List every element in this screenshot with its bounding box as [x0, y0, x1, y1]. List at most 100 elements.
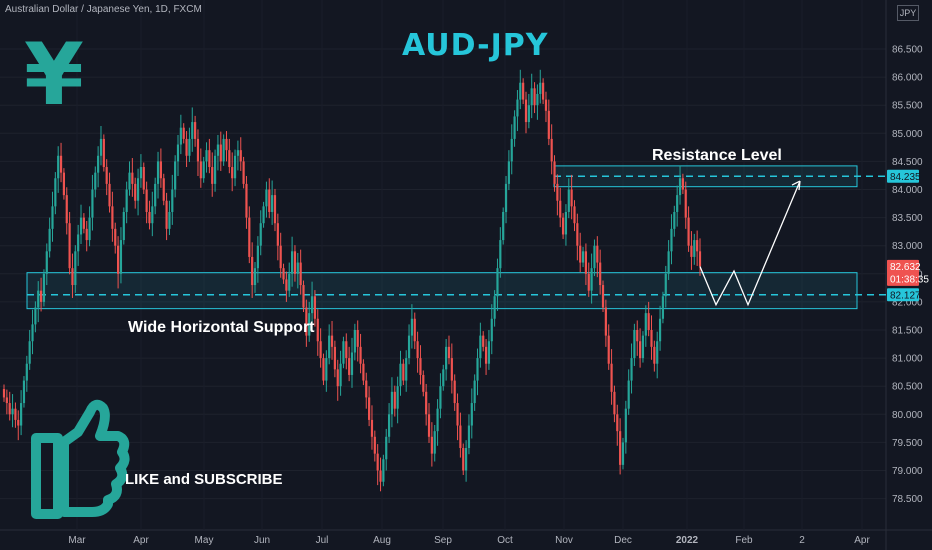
candle-body [396, 386, 399, 409]
y-tick-label: 86.500 [892, 45, 923, 56]
candle-body [564, 211, 568, 235]
time-axis[interactable]: Mar Apr May Jun Jul Aug Sep Oct Nov Dec 2022 Feb 2 Ap… [68, 535, 870, 546]
candle-body [154, 183, 157, 207]
candle-body [524, 99, 528, 123]
resistance-badge: 84.235 [890, 172, 921, 183]
candle-body [399, 363, 402, 387]
candle-body [191, 122, 194, 139]
x-tick-label: Jul [316, 535, 329, 546]
candle-body [279, 245, 282, 269]
currency-badge[interactable]: JPY [897, 5, 919, 21]
candle-body [62, 172, 66, 196]
candle-body [228, 150, 231, 168]
candle-body [433, 431, 436, 454]
candle-body [253, 268, 257, 286]
candle-body [593, 245, 596, 269]
candle-body [373, 436, 376, 454]
candle-body [470, 403, 473, 426]
candle-body [667, 251, 670, 274]
candle-body [242, 161, 245, 184]
candle-body [684, 189, 687, 218]
candle-body [179, 127, 182, 145]
candle-body [504, 183, 508, 212]
candle-body [2, 389, 6, 398]
candle-body [299, 262, 302, 286]
candle-body [225, 138, 228, 151]
candle-body [385, 436, 388, 460]
candle-body [610, 363, 613, 392]
candle-body [647, 313, 650, 330]
thumbs-up-icon [31, 399, 130, 519]
candle-body [467, 425, 471, 449]
candles [2, 69, 702, 492]
candle-body [88, 217, 91, 241]
resistance-label: Resistance Level [652, 147, 782, 164]
candle-body [136, 178, 140, 201]
candle-body [134, 183, 137, 201]
candle-body [51, 206, 54, 229]
x-tick-label: Nov [555, 535, 573, 546]
candle-body [216, 144, 220, 156]
candle-body [14, 408, 17, 420]
candle-body [208, 150, 211, 168]
candle-body [205, 150, 208, 162]
candle-body [108, 183, 111, 207]
candle-body [624, 408, 627, 443]
zones [26, 165, 886, 310]
candle-body [604, 307, 607, 336]
y-tick-label: 81.000 [892, 354, 923, 365]
x-tick-label: Sep [434, 535, 452, 546]
candle-body [202, 161, 205, 179]
candle-body [405, 358, 408, 381]
x-tick-label: Oct [497, 535, 513, 546]
candle-body [607, 335, 610, 364]
candle-body [687, 217, 690, 246]
candle-body [168, 211, 171, 229]
candle-body [31, 324, 34, 342]
candle-body [561, 217, 565, 235]
candle-body [664, 273, 667, 297]
candle-body [630, 358, 633, 381]
candle-body [516, 99, 519, 117]
candle-body [619, 431, 622, 465]
candle-body [464, 448, 468, 471]
candle-body [530, 88, 533, 106]
symbol-title: Australian Dollar / Japanese Yen, 1D, FX… [5, 4, 202, 15]
candle-body [422, 374, 425, 392]
candle-body [119, 240, 123, 274]
candle-body [419, 358, 422, 375]
candle-body [28, 341, 31, 364]
candle-body [376, 453, 379, 471]
x-tick-label: Apr [854, 535, 870, 546]
candle-body [573, 206, 576, 224]
candle-body [322, 358, 325, 381]
candle-body [22, 380, 26, 404]
candle-body [342, 341, 345, 364]
candle-body [57, 155, 60, 179]
candle-body [621, 442, 625, 465]
candle-body [199, 161, 202, 179]
candle-body [151, 206, 154, 224]
support-badge-bg [887, 288, 919, 302]
candle-body [102, 138, 105, 168]
candle-body [39, 290, 43, 302]
last-price-badge-bg [887, 259, 919, 286]
candle-body [328, 335, 331, 359]
candle-body [116, 245, 120, 274]
candle-body [111, 206, 114, 229]
candle-body [82, 217, 85, 229]
candle-body [678, 178, 682, 196]
like-subscribe-label: LIKE and SUBSCRIBE [125, 471, 283, 488]
candle-body [17, 419, 20, 426]
candle-body [445, 346, 448, 370]
candle-body [348, 358, 351, 375]
candle-body [559, 200, 562, 218]
candle-body [171, 189, 174, 212]
candle-body [533, 88, 536, 106]
candle-body [402, 363, 405, 381]
candle-body [387, 414, 391, 437]
candle-body [353, 330, 356, 353]
candle-body [42, 273, 46, 302]
support-zone [26, 272, 858, 310]
